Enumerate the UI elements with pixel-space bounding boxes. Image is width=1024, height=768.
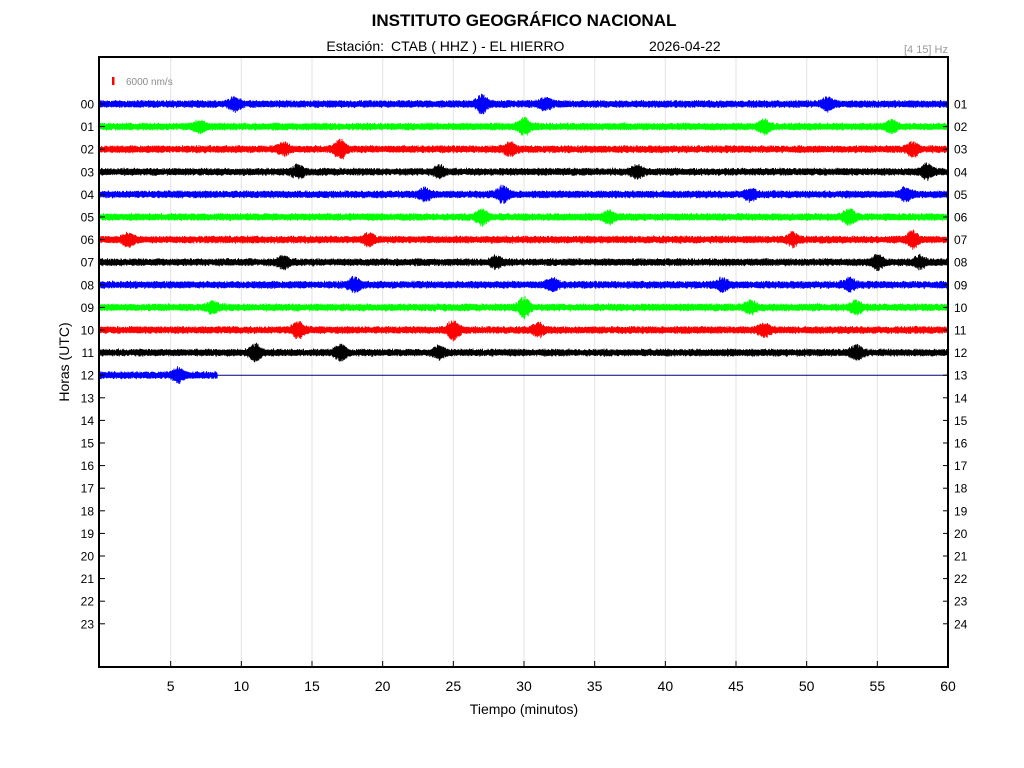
right-hour-label-06: 06 [954, 211, 968, 225]
trace-hour-09 [99, 296, 949, 320]
trace-hour-05 [99, 208, 949, 227]
left-hour-label-03: 03 [81, 165, 95, 179]
x-tick-label-60: 60 [940, 678, 956, 694]
x-tick-label-15: 15 [304, 678, 320, 694]
trace-hour-03 [99, 162, 949, 181]
trace-hour-06 [99, 229, 949, 250]
right-hour-label-07: 07 [954, 233, 968, 247]
right-hour-label-03: 03 [954, 143, 968, 157]
left-hour-label-04: 04 [81, 188, 95, 202]
trace-hour-11 [99, 342, 949, 363]
x-tick-label-20: 20 [375, 678, 391, 694]
x-tick-label-25: 25 [446, 678, 462, 694]
left-hour-label-19: 19 [81, 527, 95, 541]
trace-hour-08 [99, 275, 949, 294]
right-hour-label-08: 08 [954, 256, 968, 270]
right-hour-label-09: 09 [954, 278, 968, 292]
right-hour-label-24: 24 [954, 617, 968, 631]
left-hour-label-06: 06 [81, 233, 95, 247]
y-axis-label: Horas (UTC) [56, 322, 72, 401]
left-hour-label-07: 07 [81, 256, 95, 270]
left-hour-label-20: 20 [81, 550, 95, 564]
left-hour-label-12: 12 [81, 369, 95, 383]
scale-bar [112, 77, 115, 85]
left-hour-label-21: 21 [81, 572, 95, 586]
right-hour-label-15: 15 [954, 414, 968, 428]
x-tick-label-5: 5 [167, 678, 175, 694]
left-hour-ticks: 00 01 02 03 04 05 06 07 08 09 10 11 12 13 14 15 16 17 18 19… [81, 98, 105, 631]
x-axis-ticks: 5 10 15 20 25 30 35 40 45 50 55 60 [167, 661, 956, 694]
x-axis-label: Tiempo (minutos) [470, 701, 578, 717]
trace-hour-00 [99, 93, 949, 115]
left-hour-label-14: 14 [81, 414, 95, 428]
left-hour-label-01: 01 [81, 120, 95, 134]
chart-title: INSTITUTO GEOGRÁFICO NACIONAL [372, 11, 677, 30]
left-hour-label-18: 18 [81, 504, 95, 518]
left-hour-label-08: 08 [81, 278, 95, 292]
right-hour-label-02: 02 [954, 120, 968, 134]
right-hour-label-23: 23 [954, 595, 968, 609]
frequency-band: [4 15] Hz [904, 44, 948, 56]
left-hour-label-15: 15 [81, 437, 95, 451]
x-tick-label-45: 45 [728, 678, 744, 694]
seismic-traces [99, 93, 949, 384]
grid [170, 57, 878, 667]
trace-hour-01 [99, 116, 949, 136]
left-hour-label-17: 17 [81, 482, 95, 496]
right-hour-label-22: 22 [954, 572, 968, 586]
left-hour-label-11: 11 [82, 346, 95, 360]
trace-hour-02 [99, 138, 949, 160]
right-hour-ticks: 01 02 03 04 05 06 07 08 09 10 11 12 13 14 15 16 17 18 19 20… [943, 98, 968, 631]
left-hour-label-16: 16 [81, 459, 95, 473]
x-tick-label-10: 10 [234, 678, 250, 694]
right-hour-label-18: 18 [954, 482, 968, 496]
station-label: Estación: [326, 38, 384, 54]
left-hour-label-13: 13 [81, 391, 95, 405]
trace-hour-12 [99, 366, 218, 384]
trace-hour-07 [99, 254, 949, 272]
right-hour-label-17: 17 [954, 459, 968, 473]
right-hour-label-12: 12 [954, 346, 968, 360]
scale-label: 6000 nm/s [126, 77, 173, 88]
trace-hour-04 [99, 184, 949, 204]
right-hour-label-19: 19 [954, 504, 968, 518]
left-hour-label-23: 23 [81, 617, 95, 631]
left-hour-label-22: 22 [81, 595, 95, 609]
left-hour-label-05: 05 [81, 211, 95, 225]
right-hour-label-16: 16 [954, 437, 968, 451]
right-hour-label-10: 10 [954, 301, 968, 315]
right-hour-label-01: 01 [954, 98, 968, 112]
x-tick-label-50: 50 [799, 678, 815, 694]
left-hour-label-00: 00 [81, 98, 95, 112]
x-tick-label-55: 55 [870, 678, 886, 694]
left-hour-label-02: 02 [81, 143, 95, 157]
right-hour-label-21: 21 [954, 550, 968, 564]
right-hour-label-20: 20 [954, 527, 968, 541]
station-name: CTAB ( HHZ ) - EL HIERRO [391, 38, 565, 54]
right-hour-label-05: 05 [954, 188, 968, 202]
x-tick-label-35: 35 [587, 678, 603, 694]
x-tick-label-40: 40 [658, 678, 674, 694]
left-hour-label-09: 09 [81, 301, 95, 315]
x-tick-label-30: 30 [516, 678, 532, 694]
left-hour-label-10: 10 [81, 324, 95, 338]
right-hour-label-04: 04 [954, 165, 968, 179]
recording-date: 2026-04-22 [649, 38, 721, 54]
right-hour-label-13: 13 [954, 369, 968, 383]
trace-hour-10 [99, 320, 949, 342]
right-hour-label-14: 14 [954, 391, 968, 405]
right-hour-label-11: 11 [954, 324, 967, 338]
